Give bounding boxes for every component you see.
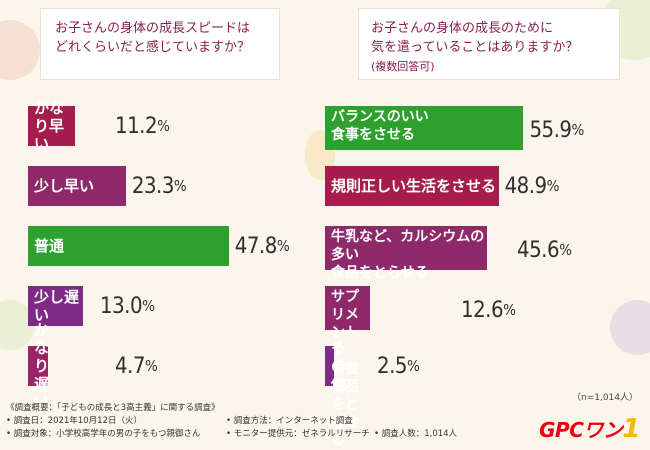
value-label: 48.9% — [504, 173, 560, 199]
bar-left-1: 少し早い — [28, 166, 126, 206]
bar-left-3: 少し遅い — [28, 286, 83, 326]
value-label: 47.8% — [234, 233, 290, 259]
footer-method: • 調査方法：インターネット調査 — [226, 416, 353, 426]
value-label: 11.2% — [115, 113, 170, 139]
value-label: 13.0% — [100, 293, 155, 319]
bar-label: その他 — [331, 339, 347, 393]
value-label: 55.9% — [529, 117, 584, 143]
bar-right-1: 規則正しい生活をさせる — [325, 166, 499, 206]
decor-vegetable — [610, 300, 650, 355]
bar-right-3: サプリメントや 栄養食品をとらせる — [325, 286, 370, 449]
survey-footer: 《調査概要：「子どもの成長と3高主義」に関する調査》 • 調査日：2021年10… — [6, 402, 457, 441]
bar-left-4: かなり遅い — [28, 321, 49, 411]
sample-size-note: （n=1,014人） — [571, 393, 638, 403]
bar-right-2: 牛乳など、カルシウムの多い 食品をとらせる — [325, 226, 487, 281]
value-label: 2.5% — [377, 353, 420, 379]
bar-left-2: 普通 — [28, 226, 229, 266]
bar-label: バランスのいい 食事をさせる — [331, 109, 429, 143]
value-label: 23.3% — [131, 173, 187, 199]
value-label: 45.6% — [517, 237, 572, 263]
bar-label: 規則正しい生活をさせる — [331, 177, 497, 195]
question-right: お子さんの身体の成長のために 気を遣っていることはありますか？ (複数回答可) — [358, 8, 620, 80]
footer-target: • 調査対象：小学校高学年の男の子をもつ親御さん — [6, 429, 201, 439]
footer-provider: • モニター提供元：ゼネラルリサーチ — [226, 429, 370, 439]
footer-count: • 調査人数：1,014人 — [374, 429, 458, 439]
bar-label: 普通 — [34, 237, 65, 255]
bar-label: サプリメントや 栄養食品をとらせる — [331, 289, 359, 449]
bar-label: かなり遅い — [34, 321, 50, 411]
logo-text: GPCワン — [539, 418, 623, 442]
question-right-sub: (複数回答可) — [371, 60, 435, 73]
bar-label: 少し遅い — [34, 288, 80, 324]
question-right-text: お子さんの身体の成長のために 気を遣っていることはありますか？ — [371, 21, 579, 55]
footer-date: • 調査日：2021年10月12日（火） — [6, 416, 142, 426]
gpc-one-logo: GPCワン1 — [539, 414, 640, 444]
bar-left-0: かなり早い — [28, 99, 76, 153]
logo-mark: 1 — [622, 414, 640, 444]
footer-summary: 《調査概要：「子どもの成長と3高主義」に関する調査》 — [6, 403, 220, 413]
bar-label: かなり早い — [34, 99, 65, 153]
value-label: 12.6% — [461, 297, 516, 323]
value-label: 4.7% — [115, 353, 158, 379]
bar-right-0: バランスのいい 食事をさせる — [325, 106, 524, 150]
question-left-text: お子さんの身体の成長スピードは どれくらいだと感じていますか？ — [55, 21, 251, 55]
bar-label: 少し早い — [34, 177, 95, 195]
bar-right-4: その他 — [325, 339, 346, 393]
bar-label: 牛乳など、カルシウムの多い 食品をとらせる — [331, 229, 485, 281]
question-left: お子さんの身体の成長スピードは どれくらいだと感じていますか？ — [40, 8, 280, 80]
